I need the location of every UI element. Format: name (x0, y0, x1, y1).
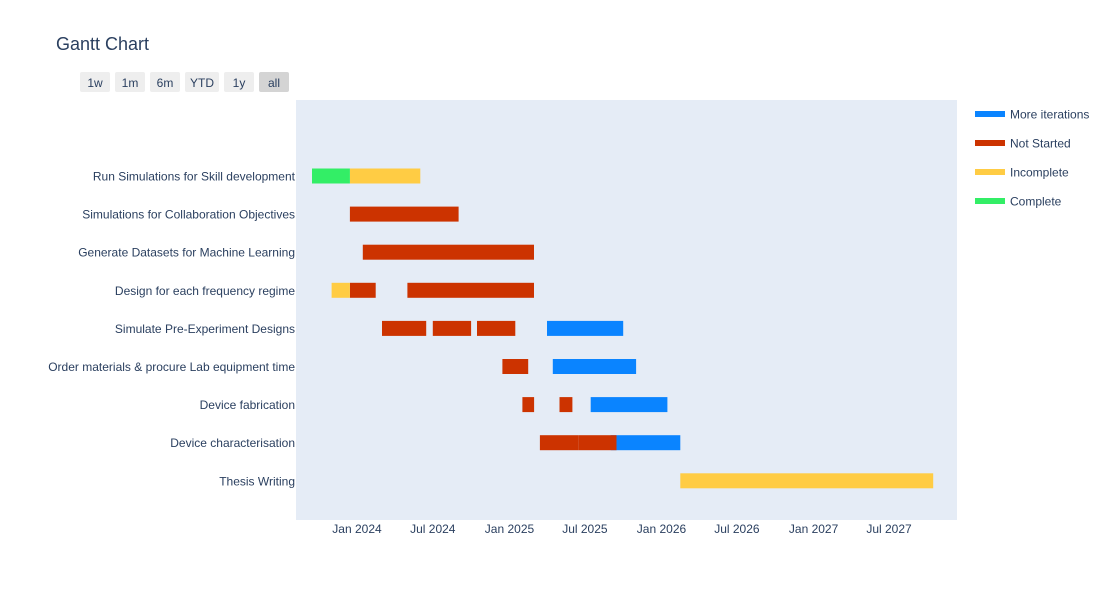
range-button-label: 6m (157, 76, 174, 90)
gantt-bar-not-started-10[interactable] (539, 435, 579, 451)
x-axis: Jan 2024 Jul 2024 Jan 2025 Jul 2025 Jan 2026… (332, 522, 912, 536)
gantt-bar-not-started-3[interactable] (407, 282, 534, 298)
bars-layer (312, 168, 934, 489)
range-button-1w[interactable]: 1w (80, 72, 110, 92)
x-tick-label: Jan 2025 (485, 522, 535, 536)
gantt-bar-more-iterations-3[interactable] (610, 435, 681, 451)
x-tick-label: Jul 2024 (410, 522, 456, 536)
gantt-bar-not-started-9[interactable] (559, 397, 573, 413)
range-button-6m[interactable]: 6m (150, 72, 180, 92)
gantt-bar-incomplete-2[interactable] (680, 473, 934, 489)
gantt-bar-more-iterations-2[interactable] (590, 397, 668, 413)
y-tick-label: Simulations for Collaboration Objectives (82, 208, 295, 222)
gantt-bar-not-started-1[interactable] (362, 244, 534, 260)
legend-swatch (975, 169, 1005, 175)
gantt-bar-more-iterations-0[interactable] (547, 320, 624, 336)
legend-item-not-started[interactable]: Not Started (975, 137, 1071, 151)
y-axis: Run Simulations for Skill development Sim… (48, 170, 295, 489)
range-button-label: all (268, 76, 280, 90)
range-button-label: 1w (87, 76, 103, 90)
gantt-bar-not-started-5[interactable] (432, 320, 472, 336)
legend-item-more-iterations[interactable]: More iterations (975, 108, 1089, 122)
range-button-bg (150, 72, 180, 92)
range-selector: 1w 1m 6m YTD 1y all (80, 72, 289, 92)
range-button-1m[interactable]: 1m (115, 72, 145, 92)
legend-swatch (975, 198, 1005, 204)
range-button-ytd[interactable]: YTD (185, 72, 219, 92)
range-button-bg (224, 72, 254, 92)
range-button-label: 1m (122, 76, 139, 90)
x-tick-label: Jul 2027 (866, 522, 912, 536)
legend-label: Incomplete (1010, 166, 1069, 180)
legend-label: Not Started (1010, 137, 1071, 151)
legend-swatch (975, 111, 1005, 117)
gantt-bar-not-started-4[interactable] (382, 320, 427, 336)
y-tick-label: Design for each frequency regime (115, 284, 295, 298)
y-tick-label: Order materials & procure Lab equipment … (48, 360, 295, 374)
y-tick-label: Run Simulations for Skill development (93, 170, 296, 184)
gantt-bar-not-started-0[interactable] (349, 206, 459, 222)
gantt-bar-not-started-8[interactable] (522, 397, 535, 413)
legend-swatch (975, 140, 1005, 146)
x-tick-label: Jan 2026 (637, 522, 687, 536)
range-button-all[interactable]: all (259, 72, 289, 92)
legend-item-complete[interactable]: Complete (975, 195, 1062, 209)
range-button-1y[interactable]: 1y (224, 72, 254, 92)
gantt-bar-not-started-11[interactable] (578, 435, 617, 451)
range-button-bg (259, 72, 289, 92)
gantt-bar-incomplete-1[interactable] (331, 282, 350, 298)
y-tick-label: Device characterisation (170, 436, 295, 450)
gantt-bar-complete-0[interactable] (312, 168, 350, 184)
range-button-bg (80, 72, 110, 92)
x-tick-label: Jan 2024 (332, 522, 382, 536)
gantt-bar-incomplete-0[interactable] (349, 168, 421, 184)
legend[interactable]: More iterations Not Started Incomplete Comp… (975, 108, 1089, 209)
gantt-bar-not-started-7[interactable] (502, 359, 529, 374)
gantt-bar-not-started-2[interactable] (349, 282, 376, 298)
y-tick-label: Device fabrication (200, 398, 295, 412)
legend-item-incomplete[interactable]: Incomplete (975, 166, 1069, 180)
gantt-bar-not-started-6[interactable] (477, 320, 516, 336)
legend-label: More iterations (1010, 108, 1089, 122)
range-button-bg (115, 72, 145, 92)
x-tick-label: Jul 2026 (714, 522, 760, 536)
y-tick-label: Generate Datasets for Machine Learning (78, 246, 295, 260)
chart-title: Gantt Chart (56, 34, 149, 54)
plot-area (296, 100, 957, 520)
range-button-label: 1y (233, 76, 246, 90)
range-button-label: YTD (190, 76, 214, 90)
x-tick-label: Jan 2027 (789, 522, 839, 536)
x-tick-label: Jul 2025 (562, 522, 608, 536)
legend-label: Complete (1010, 195, 1062, 209)
y-tick-label: Thesis Writing (219, 474, 295, 488)
gantt-bar-more-iterations-1[interactable] (552, 359, 637, 374)
y-tick-label: Simulate Pre-Experiment Designs (115, 322, 295, 336)
range-button-bg (185, 72, 219, 92)
